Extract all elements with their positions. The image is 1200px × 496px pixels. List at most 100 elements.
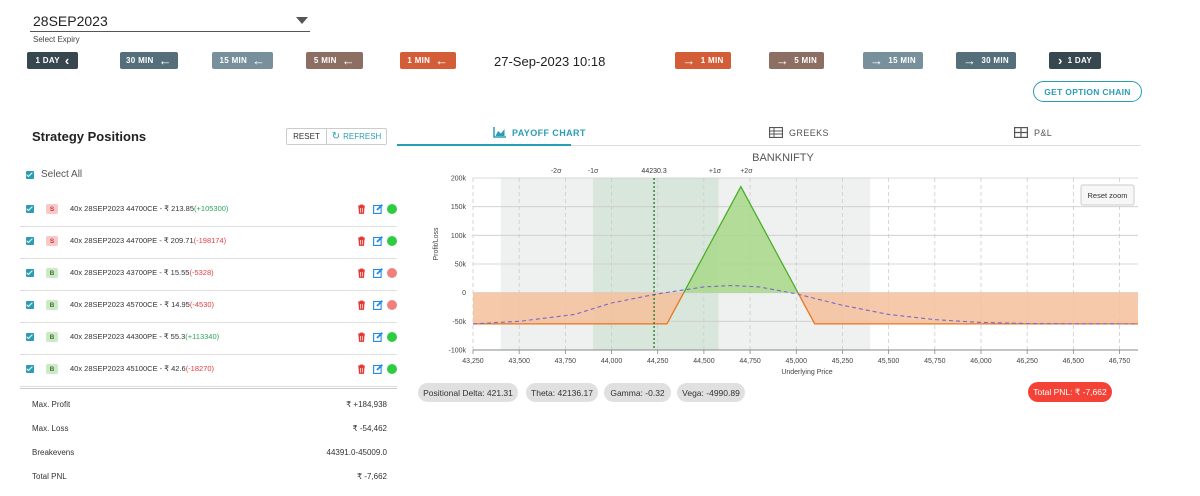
- divider: [20, 388, 397, 389]
- side-badge: B: [46, 364, 58, 374]
- tab-payoff-chart[interactable]: PAYOFF CHART: [493, 120, 586, 145]
- chevron-down-icon: [296, 17, 308, 24]
- back-5-min-button[interactable]: 5 MIN ←: [306, 52, 363, 69]
- side-badge: S: [46, 204, 58, 214]
- position-checkbox[interactable]: [26, 269, 34, 277]
- max-profit-value: ₹ +184,938: [346, 400, 387, 409]
- trash-icon[interactable]: [357, 332, 366, 342]
- edit-icon[interactable]: [373, 364, 383, 374]
- expiry-select[interactable]: 28SEP2023: [30, 10, 310, 32]
- nav-label: 1 DAY: [35, 56, 60, 65]
- x-tick-label: 46,500: [1063, 358, 1085, 365]
- forward-30-min-button[interactable]: → 30 MIN: [956, 52, 1016, 69]
- total-pnl-label: Total PNL: [32, 472, 67, 481]
- expiry-label: Select Expiry: [33, 35, 80, 44]
- chevron-left-icon: ‹: [64, 53, 70, 68]
- position-desc: 40x 28SEP2023 43700PE - ₹ 15.55: [70, 268, 190, 277]
- edit-icon[interactable]: [373, 236, 383, 246]
- position-desc: 40x 28SEP2023 45100CE - ₹ 42.6: [70, 364, 186, 373]
- get-option-chain-button[interactable]: GET OPTION CHAIN: [1033, 81, 1142, 102]
- target-payoff-line: [472, 284, 1139, 325]
- loss-line: [797, 292, 1138, 325]
- nav-label: 1 MIN: [700, 56, 724, 65]
- arrow-left-icon: ←: [341, 53, 356, 68]
- x-axis-label: Underlying Price: [781, 369, 832, 376]
- back-1-min-button[interactable]: 1 MIN ←: [400, 52, 456, 69]
- select-all-label: Select All: [41, 169, 83, 180]
- position-desc: 40x 28SEP2023 45700CE - ₹ 14.95: [70, 300, 190, 309]
- tab-label: PAYOFF CHART: [512, 127, 586, 138]
- edit-icon[interactable]: [373, 300, 383, 310]
- vega-pill: Vega: -4990.89: [677, 383, 745, 402]
- forward-5-min-button[interactable]: → 5 MIN: [769, 52, 824, 69]
- arrow-right-icon: →: [870, 53, 884, 68]
- y-tick-label: 50k: [455, 262, 467, 269]
- position-checkbox[interactable]: [26, 301, 34, 309]
- refresh-button[interactable]: ↻ REFRESH: [327, 129, 386, 144]
- reset-button[interactable]: RESET: [287, 129, 327, 144]
- edit-icon[interactable]: [373, 204, 383, 214]
- reset-zoom-button[interactable]: [1080, 184, 1135, 206]
- forward-1-day-button[interactable]: › 1 DAY: [1049, 52, 1101, 69]
- strategy-positions-title: Strategy Positions: [32, 129, 147, 144]
- tab-greeks[interactable]: GREEKS: [769, 120, 829, 145]
- position-row: S 40x 28SEP2023 44700CE - ₹ 213.85(+10530…: [20, 195, 397, 227]
- position-row: B 40x 28SEP2023 45700CE - ₹ 14.95(-4530): [20, 291, 397, 323]
- position-text: 40x 28SEP2023 45700CE - ₹ 14.95(-4530): [70, 300, 214, 309]
- status-dot: [387, 204, 397, 214]
- position-checkbox[interactable]: [26, 333, 34, 341]
- position-checkbox[interactable]: [26, 365, 34, 373]
- breakevens-value: 44391.0-45009.0: [326, 448, 388, 457]
- status-dot: [387, 268, 397, 278]
- position-checkbox[interactable]: [26, 205, 34, 213]
- x-tick-label: 43,750: [555, 358, 577, 365]
- total-pnl-pill: Total PNL: ₹ -7,662: [1028, 382, 1112, 402]
- loss-area: [797, 292, 1138, 324]
- position-checkbox[interactable]: [26, 237, 34, 245]
- y-tick-label: 200k: [451, 176, 467, 183]
- sigma-label: -1σ: [588, 168, 599, 175]
- x-tick-label: 45,500: [878, 358, 900, 365]
- select-all-checkbox[interactable]: [26, 171, 34, 179]
- tab-pnl[interactable]: P&L: [1014, 120, 1052, 145]
- x-tick-label: 44,250: [647, 358, 669, 365]
- side-badge: S: [46, 236, 58, 246]
- trash-icon[interactable]: [357, 204, 366, 214]
- position-row: B 40x 28SEP2023 44300PE - ₹ 55.3(+113340): [20, 323, 397, 355]
- position-pnl: (-4530): [189, 300, 215, 309]
- position-pnl: (-198174): [193, 236, 227, 245]
- arrow-left-icon: ←: [158, 53, 172, 68]
- active-tab-indicator: [397, 144, 571, 146]
- status-dot: [387, 236, 397, 246]
- profit-area: [683, 186, 798, 293]
- nav-label: 30 MIN: [981, 56, 1009, 65]
- forward-1-min-button[interactable]: → 1 MIN: [675, 52, 731, 69]
- max-loss-label: Max. Loss: [32, 424, 69, 433]
- total-pnl-value: ₹ -7,662: [357, 472, 387, 481]
- chart-title: BANKNIFTY: [752, 152, 814, 164]
- refresh-label: REFRESH: [343, 132, 382, 141]
- nav-label: 15 MIN: [888, 56, 916, 65]
- sigma-label: +2σ: [740, 168, 753, 175]
- position-pnl: (+105300): [194, 204, 229, 213]
- trash-icon[interactable]: [357, 300, 366, 310]
- loss-area: [473, 292, 684, 324]
- tab-label: P&L: [1034, 127, 1053, 138]
- edit-icon[interactable]: [373, 332, 383, 342]
- edit-icon[interactable]: [373, 268, 383, 278]
- y-axis-label: Profit/Loss: [433, 227, 440, 261]
- payoff-chart[interactable]: 44230.3 -2σ -1σ +1σ +2σ 43,250 43,500 43,750 44,…: [420, 148, 1140, 378]
- trash-icon[interactable]: [357, 364, 366, 374]
- trash-icon[interactable]: [357, 268, 366, 278]
- forward-15-min-button[interactable]: → 15 MIN: [863, 52, 923, 69]
- refresh-icon: ↻: [331, 131, 341, 142]
- position-text: 40x 28SEP2023 44700CE - ₹ 213.85(+105300…: [70, 204, 228, 213]
- back-15-min-button[interactable]: 15 MIN ←: [212, 52, 273, 69]
- back-30-min-button[interactable]: 30 MIN ←: [120, 52, 178, 69]
- y-tick-label: 0: [462, 290, 466, 297]
- arrow-right-icon: →: [775, 53, 790, 68]
- back-1-day-button[interactable]: 1 DAY ‹: [27, 52, 78, 69]
- status-dot: [387, 364, 397, 374]
- x-tick-label: 45,250: [832, 358, 854, 365]
- trash-icon[interactable]: [357, 236, 366, 246]
